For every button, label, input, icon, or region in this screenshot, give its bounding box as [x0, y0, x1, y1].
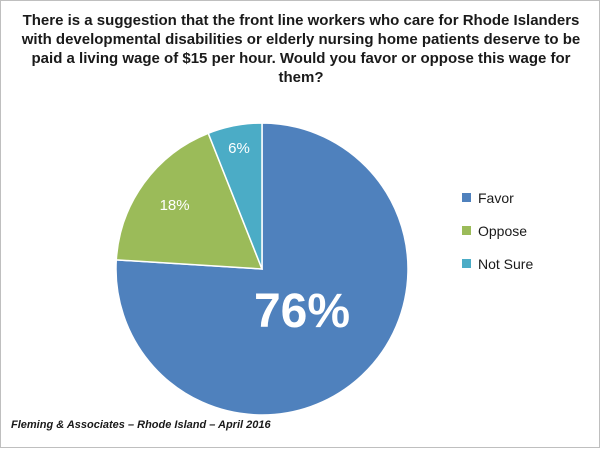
chart-title: There is a suggestion that the front lin…	[21, 12, 581, 86]
data-label-favor: 76%	[254, 285, 350, 338]
legend: Favor Oppose Not Sure	[462, 189, 533, 288]
data-label-oppose: 18%	[160, 197, 190, 214]
legend-item-favor: Favor	[462, 189, 533, 206]
legend-label-favor: Favor	[478, 189, 514, 206]
legend-item-oppose: Oppose	[462, 222, 533, 239]
legend-item-not-sure: Not Sure	[462, 255, 533, 272]
pie-slice-not-sure	[207, 122, 263, 270]
legend-swatch-not-sure	[462, 259, 471, 268]
legend-label-oppose: Oppose	[478, 222, 528, 239]
source-note: Fleming & Associates – Rhode Island – Ap…	[11, 419, 271, 431]
legend-swatch-favor	[462, 193, 471, 202]
pie-slice-oppose	[115, 132, 264, 270]
data-label-not-sure: 6%	[228, 140, 250, 157]
legend-swatch-oppose	[462, 226, 471, 235]
legend-label-not-sure: Not Sure	[478, 255, 534, 272]
